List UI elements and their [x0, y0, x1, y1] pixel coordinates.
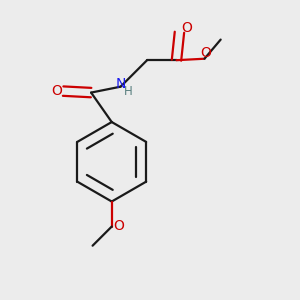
Text: H: H — [124, 85, 133, 98]
Text: O: O — [51, 83, 62, 98]
Text: O: O — [181, 21, 192, 35]
Text: N: N — [116, 77, 126, 91]
Text: O: O — [200, 46, 211, 60]
Text: O: O — [113, 219, 124, 233]
